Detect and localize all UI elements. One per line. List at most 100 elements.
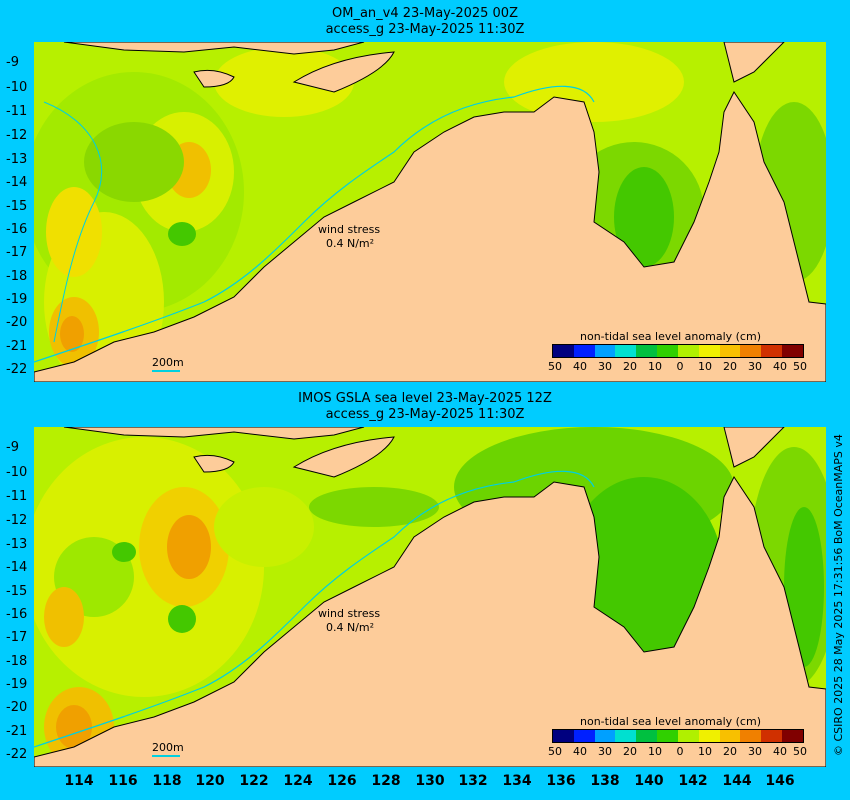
top-colorbar-swatch [719,345,741,357]
bottom-lat-tick: -9 [6,440,19,455]
top-colorbar-tick: 40 [773,360,787,373]
lon-tick: 146 [765,773,795,789]
top-lat-tick: -13 [6,152,28,167]
top-colorbar-tick: 30 [748,360,762,373]
lon-tick: 136 [546,773,576,789]
bottom-colorbar-tick: 10 [648,745,662,758]
top-colorbar-tick: 0 [676,360,684,373]
credit-text: © CSIRO 2025 28 May 2025 17:31:56 BoM Oc… [832,434,845,756]
top-colorbar-tick: 50 [548,360,562,373]
top-colorbar-swatch [594,345,616,357]
bottom-scale-label: 200m [152,741,184,754]
lon-tick: 142 [678,773,708,789]
bottom-colorbar [552,729,804,743]
bottom-colorbar-tick: 10 [698,745,712,758]
lon-tick: 120 [195,773,225,789]
top-colorbar-tick: 40 [573,360,587,373]
top-colorbar-tick: 20 [623,360,637,373]
top-lat-tick: -11 [6,104,28,119]
top-map-title: OM_an_v4 23-May-2025 00Z [332,6,518,21]
bottom-lat-tick: -13 [6,537,28,552]
bottom-colorbar-tick: 0 [676,745,684,758]
top-lat-tick: -16 [6,222,28,237]
top-colorbar-swatch [573,345,595,357]
top-lat-tick: -21 [6,339,28,354]
top-lat-tick: -17 [6,245,28,260]
bottom-colorbar-swatch [657,730,678,742]
bottom-map-subtitle: access_g 23-May-2025 11:30Z [325,407,525,422]
top-lat-tick: -14 [6,175,28,190]
top-lat-tick: -12 [6,128,28,143]
bottom-lat-tick: -19 [6,677,28,692]
top-colorbar-swatch [657,345,678,357]
bottom-colorbar-swatch [677,730,699,742]
bottom-lat-tick: -20 [6,700,28,715]
top-colorbar-swatch [677,345,699,357]
top-colorbar-tick: 20 [723,360,737,373]
bottom-lat-tick: -18 [6,654,28,669]
lon-tick: 130 [415,773,445,789]
lon-tick: 138 [590,773,620,789]
bottom-colorbar-swatch [553,730,574,742]
bottom-lat-tick: -14 [6,560,28,575]
lon-tick: 122 [239,773,269,789]
top-colorbar-swatch [698,345,720,357]
lon-tick: 144 [722,773,752,789]
lon-tick: 118 [152,773,182,789]
bottom-lat-tick: -16 [6,607,28,622]
top-colorbar-swatch [553,345,574,357]
bottom-lat-tick: -11 [6,489,28,504]
bottom-colorbar-swatch [719,730,741,742]
top-wind-stress-label: wind stress [318,223,381,236]
lon-tick: 114 [64,773,94,789]
bottom-colorbar-tick: 20 [723,745,737,758]
lon-tick: 116 [108,773,138,789]
bottom-colorbar-swatch [573,730,595,742]
top-lat-tick: -19 [6,292,28,307]
bottom-colorbar-swatch [761,730,783,742]
bottom-lat-tick: -12 [6,513,28,528]
bottom-lat-tick: -22 [6,747,28,762]
lon-tick: 126 [327,773,357,789]
top-colorbar-tick: 10 [698,360,712,373]
top-wind-stress-value: 0.4 N/m² [326,237,375,250]
bottom-map-panel [34,427,826,767]
top-map-panel [34,42,826,382]
bottom-lat-tick: -17 [6,630,28,645]
top-colorbar-swatch [782,345,803,357]
top-lat-tick: -10 [6,80,28,95]
bottom-map-title: IMOS GSLA sea level 23-May-2025 12Z [298,391,552,406]
bottom-colorbar-swatch [740,730,762,742]
bottom-colorbar-tick: 40 [773,745,787,758]
lon-tick: 134 [502,773,532,789]
bottom-colorbar-tick: 30 [598,745,612,758]
bottom-lat-tick: -10 [6,465,28,480]
bottom-wind-stress-value: 0.4 N/m² [326,621,375,634]
top-lat-tick: -20 [6,315,28,330]
bottom-lat-tick: -15 [6,584,28,599]
bottom-colorbar-tick: 20 [623,745,637,758]
bottom-colorbar-swatch [615,730,637,742]
bottom-colorbar-swatch [594,730,616,742]
bottom-wind-stress-label: wind stress [318,607,381,620]
top-map-subtitle: access_g 23-May-2025 11:30Z [325,22,525,37]
bottom-colorbar-swatch [698,730,720,742]
top-scale-label: 200m [152,356,184,369]
top-lat-tick: -15 [6,199,28,214]
bottom-colorbar-tick: 40 [573,745,587,758]
top-lat-tick: -22 [6,362,28,377]
bottom-colorbar-swatch [782,730,803,742]
top-lat-tick: -9 [6,55,19,70]
bottom-colorbar-tick: 50 [793,745,807,758]
bottom-colorbar-tick: 30 [748,745,762,758]
lon-tick: 128 [371,773,401,789]
bottom-colorbar-title: non-tidal sea level anomaly (cm) [580,715,761,728]
top-colorbar-swatch [636,345,658,357]
lon-tick: 140 [634,773,664,789]
bottom-colorbar-swatch [636,730,658,742]
lon-tick: 124 [283,773,313,789]
bottom-lat-tick: -21 [6,724,28,739]
top-colorbar-swatch [615,345,637,357]
top-colorbar [552,344,804,358]
top-colorbar-title: non-tidal sea level anomaly (cm) [580,330,761,343]
